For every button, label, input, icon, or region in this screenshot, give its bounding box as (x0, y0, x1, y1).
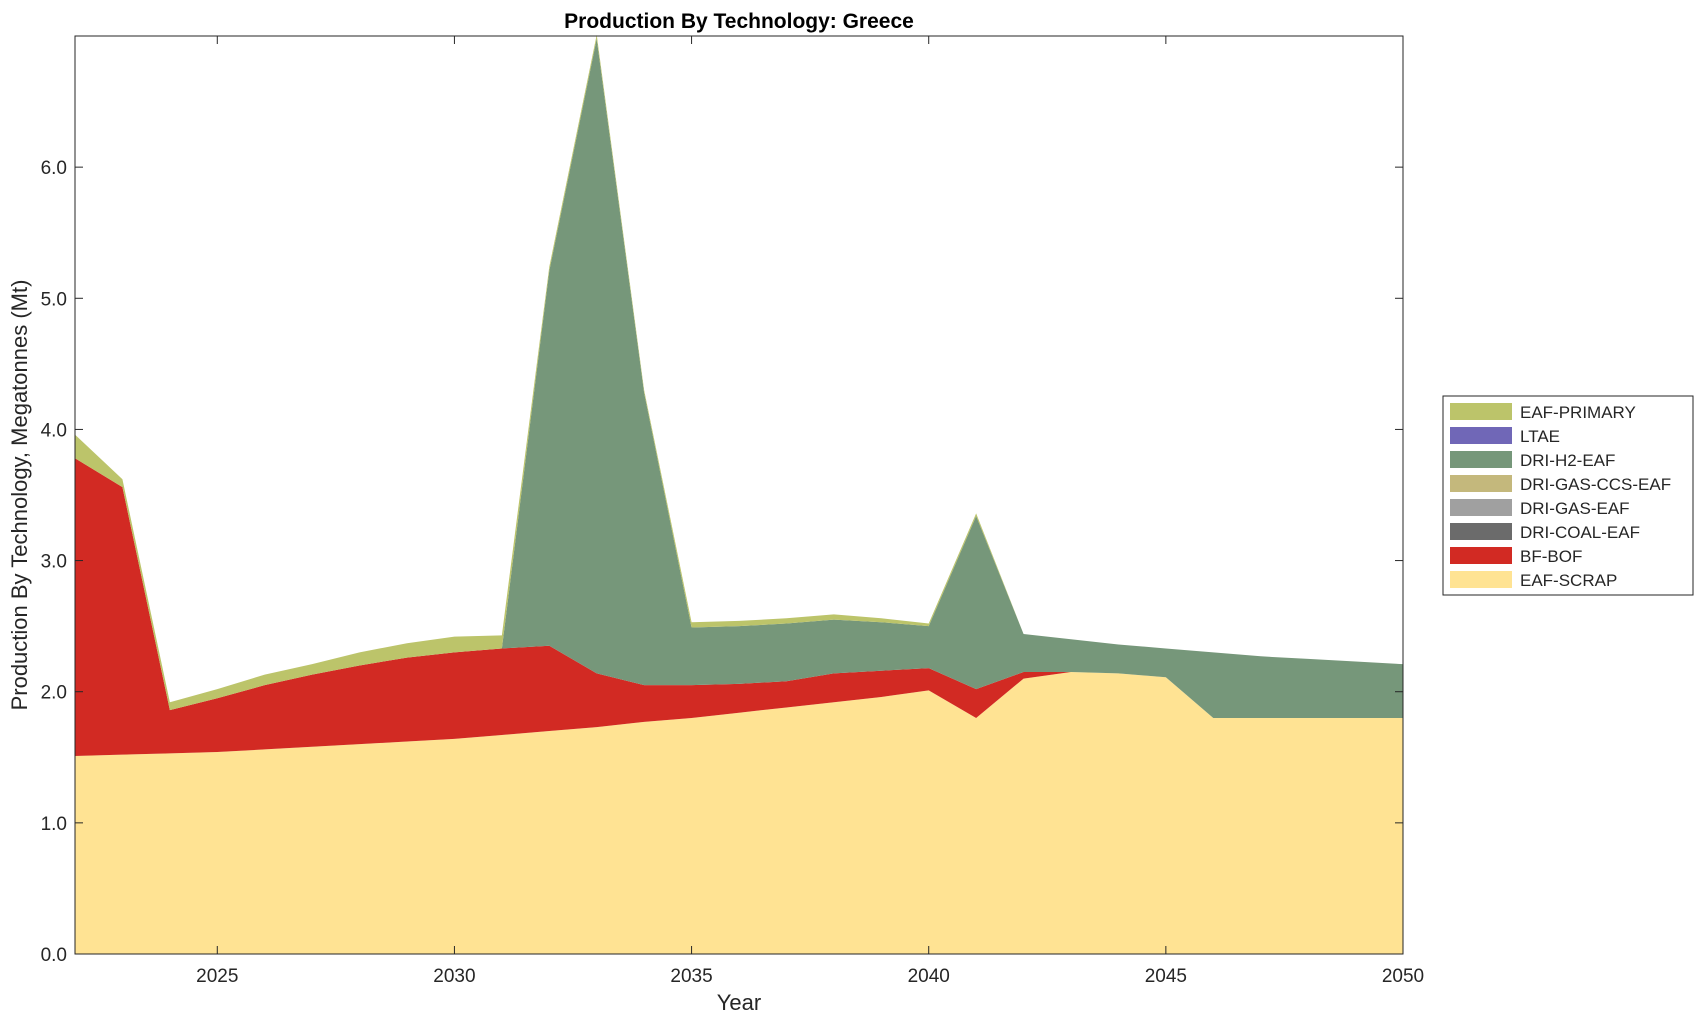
legend-swatch-eaf-primary (1450, 403, 1512, 420)
x-tick-label: 2040 (908, 966, 950, 987)
x-tick-label: 2050 (1382, 966, 1424, 987)
y-tick-label: 4.0 (41, 420, 67, 441)
chart-title: Production By Technology: Greece (564, 10, 914, 33)
legend-label-eaf-scrap: EAF-SCRAP (1520, 571, 1617, 590)
legend-label-dri-gas-eaf: DRI-GAS-EAF (1520, 499, 1630, 518)
area-eaf-scrap (75, 672, 1403, 954)
plot-frame (74, 35, 1404, 955)
legend-swatch-dri-gas-ccs-eaf (1450, 475, 1512, 492)
y-tick-label: 5.0 (41, 289, 67, 310)
legend-swatch-dri-h2-eaf (1450, 451, 1512, 468)
areas-layer (75, 34, 1403, 954)
ticks-layer: 2025 2030 2035 2040 2045 2050 0.0 1.0 2.0 3.0 4.0 5… (41, 36, 1424, 987)
area-bf-bof (75, 458, 1403, 756)
legend-swatch-bf-bof (1450, 547, 1512, 564)
area-dri-h2-eaf (75, 38, 1403, 718)
legend-swatch-ltae (1450, 427, 1512, 444)
legend-label-dri-coal-eaf: DRI-COAL-EAF (1520, 523, 1640, 542)
y-tick-label: 6.0 (41, 158, 67, 179)
legend-label-eaf-primary: EAF-PRIMARY (1520, 403, 1636, 422)
legend: EAF-PRIMARY LTAE DRI-H2-EAF DRI-GAS-CCS-EAF… (1442, 395, 1694, 596)
x-tick-label: 2030 (433, 966, 475, 987)
legend-label-dri-gas-ccs-eaf: DRI-GAS-CCS-EAF (1520, 475, 1671, 494)
legend-swatch-dri-coal-eaf (1450, 523, 1512, 540)
legend-swatch-dri-gas-eaf (1450, 499, 1512, 516)
legend-swatch-eaf-scrap (1450, 571, 1512, 588)
y-tick-label: 2.0 (41, 683, 67, 704)
x-axis-title: Year (717, 990, 761, 1015)
area-eaf-primary (75, 34, 1403, 711)
legend-label-ltae: LTAE (1520, 427, 1560, 446)
x-tick-label: 2025 (196, 966, 238, 987)
x-tick-label: 2035 (670, 966, 712, 987)
y-tick-label: 3.0 (41, 552, 67, 573)
legend-label-dri-h2-eaf: DRI-H2-EAF (1520, 451, 1615, 470)
y-axis-title: Production By Technology, Megatonnes (Mt… (7, 280, 32, 711)
y-tick-label: 1.0 (41, 814, 67, 835)
y-tick-label: 0.0 (41, 945, 67, 966)
x-tick-label: 2045 (1145, 966, 1187, 987)
legend-label-bf-bof: BF-BOF (1520, 547, 1582, 566)
